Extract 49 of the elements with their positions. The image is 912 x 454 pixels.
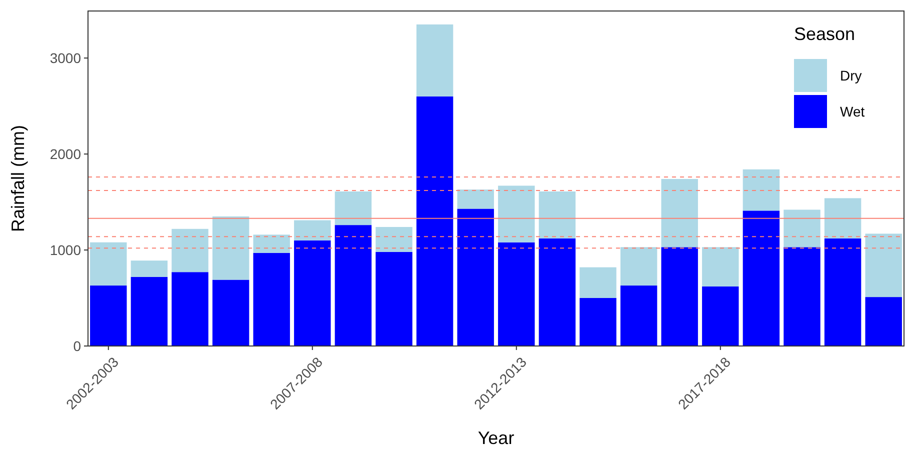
y-axis-title: Rainfall (mm) (8, 124, 28, 232)
bar (376, 226, 412, 252)
bar (172, 228, 208, 272)
bar (784, 247, 820, 346)
bar (824, 198, 862, 238)
bar (130, 276, 168, 346)
bar (784, 210, 820, 248)
bar (498, 242, 535, 346)
bar (661, 178, 698, 248)
bar (538, 191, 576, 238)
bar (620, 247, 658, 286)
y-tick-label: 0 (73, 338, 82, 354)
bar (253, 252, 290, 346)
bar (457, 208, 494, 346)
bar (130, 260, 168, 277)
bar (580, 298, 616, 346)
bar (580, 267, 616, 298)
bar (661, 247, 698, 346)
bar (212, 216, 250, 280)
bar (457, 190, 494, 209)
bar (416, 24, 454, 96)
bar (376, 252, 412, 346)
bar (294, 240, 331, 346)
bar (538, 238, 576, 346)
y-tick-label: 1000 (50, 242, 82, 258)
bar (742, 210, 780, 346)
bar (294, 220, 331, 240)
bar (253, 234, 290, 253)
bar (865, 234, 902, 298)
bar (702, 286, 739, 346)
legend-label: Wet (840, 103, 865, 120)
bar (416, 96, 454, 346)
bar (172, 272, 208, 346)
bar (212, 280, 250, 346)
bar (334, 191, 372, 226)
bar (824, 238, 862, 346)
legend-label: Dry (840, 67, 862, 84)
bar (498, 186, 535, 242)
y-tick-label: 2000 (50, 146, 82, 162)
bar (702, 247, 739, 286)
bar (742, 169, 780, 211)
bar (90, 286, 127, 346)
bar (90, 242, 127, 286)
bar (620, 286, 658, 346)
x-axis-title: Year (478, 428, 514, 448)
legend-title: Season (794, 24, 856, 44)
bar (334, 225, 372, 346)
y-tick-label: 3000 (50, 50, 82, 66)
bar (865, 297, 902, 346)
